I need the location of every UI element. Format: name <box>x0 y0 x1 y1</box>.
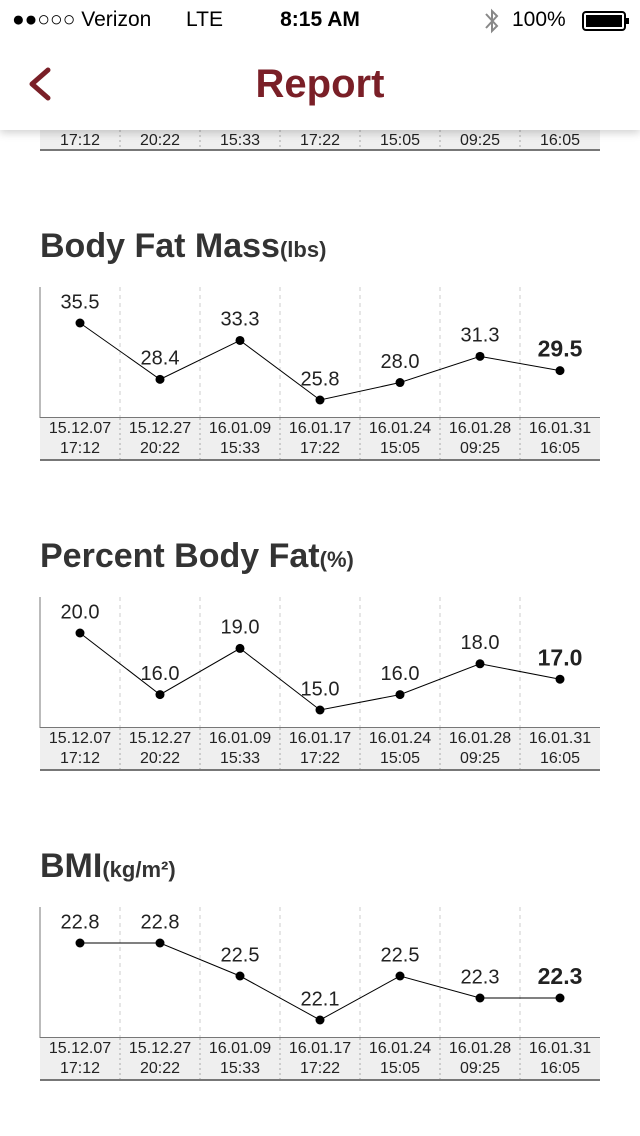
x-tick-label: 16.01.24 15:05 <box>368 1040 432 1077</box>
data-label: 28.4 <box>141 348 180 370</box>
x-tick-label: 16.01.09 15:33 <box>208 1040 272 1077</box>
clock: 8:15 AM <box>280 8 360 31</box>
data-label: 25.8 <box>301 368 340 390</box>
battery-level: 100% <box>512 8 566 31</box>
data-point <box>315 395 325 405</box>
data-label: 29.5 <box>538 336 583 362</box>
x-tick-label: 16.01.17 17:22 <box>288 420 352 457</box>
label-band <box>40 728 600 770</box>
x-tick-label: 16.01.24 15:05 <box>368 730 432 767</box>
chart-title-text: Percent Body Fat <box>40 537 320 575</box>
data-label: 22.3 <box>538 963 583 989</box>
data-label: 15.0 <box>301 678 340 700</box>
bluetooth-icon <box>485 8 499 34</box>
x-tick-label: 15.12.27 20:22 <box>128 420 192 457</box>
x-tick-label: 16.01.24 15:05 <box>368 420 432 457</box>
nav-bar: Report <box>0 40 640 130</box>
x-tick-label: 16.01.31 16:05 <box>528 730 592 767</box>
chart-unit: (kg/m²) <box>102 857 176 882</box>
chart-unit: (%) <box>319 547 354 572</box>
data-point <box>235 643 245 653</box>
network: LTE <box>186 8 223 31</box>
x-tick-label: 16.01.09 15:33 <box>208 420 272 457</box>
data-point <box>475 659 485 669</box>
x-tick-label: 15.12.07 17:12 <box>48 730 112 767</box>
data-point <box>555 366 565 376</box>
data-label: 18.0 <box>461 632 500 654</box>
chart-title-text: Body Fat Mass <box>40 227 280 265</box>
label-band <box>40 418 600 460</box>
data-label: 22.5 <box>221 944 260 966</box>
label-band <box>40 130 600 150</box>
x-tick-label: 16.01.31 16:05 <box>528 1040 592 1077</box>
x-tick-label: 16.01.31 16:05 <box>528 420 592 457</box>
data-point <box>395 971 405 981</box>
data-label: 22.1 <box>301 988 340 1010</box>
data-point <box>555 993 565 1003</box>
back-button[interactable] <box>20 40 80 130</box>
chart-title: BMI(kg/m²) <box>40 847 176 886</box>
x-tick-label: 16.01.09 15:33 <box>208 730 272 767</box>
data-point <box>155 690 165 700</box>
data-label: 35.5 <box>61 291 100 313</box>
data-point <box>475 993 485 1003</box>
time-label: 15:05 <box>379 132 421 149</box>
data-label: 22.5 <box>381 944 420 966</box>
time-label: 09:25 <box>459 132 501 149</box>
chart-title: Percent Body Fat(%) <box>40 537 354 576</box>
data-point <box>155 938 165 948</box>
x-tick-label: 15.12.27 20:22 <box>128 1040 192 1077</box>
data-label: 22.8 <box>61 911 100 933</box>
time-label: 17:22 <box>299 132 341 149</box>
data-point <box>75 938 85 948</box>
data-point <box>555 674 565 684</box>
x-tick-label: 16.01.28 09:25 <box>448 1040 512 1077</box>
data-point <box>235 971 245 981</box>
data-label: 16.0 <box>381 663 420 685</box>
data-label: 28.0 <box>381 351 420 373</box>
chart-unit: (lbs) <box>279 237 327 262</box>
chart-title-text: BMI <box>40 847 103 885</box>
carrier: ●●○○○ Verizon <box>12 8 152 31</box>
x-tick-label: 16.01.28 09:25 <box>448 420 512 457</box>
data-point <box>155 374 165 384</box>
data-point <box>75 628 85 638</box>
status-bar: ●●○○○ Verizon LTE 8:15 AM 100% <box>0 0 640 40</box>
data-point <box>75 318 85 328</box>
chart-title: Body Fat Mass(lbs) <box>40 227 326 266</box>
data-label: 31.3 <box>461 325 500 347</box>
time-label: 17:12 <box>59 132 101 149</box>
x-tick-label: 16.01.28 09:25 <box>448 730 512 767</box>
page-title: Report <box>255 62 385 106</box>
x-tick-label: 16.01.17 17:22 <box>288 1040 352 1077</box>
data-point <box>315 1015 325 1025</box>
x-tick-label: 15.12.07 17:12 <box>48 420 112 457</box>
time-label: 20:22 <box>139 132 181 149</box>
x-tick-label: 16.01.17 17:22 <box>288 730 352 767</box>
data-point <box>395 378 405 388</box>
data-label: 16.0 <box>141 663 180 685</box>
data-label: 20.0 <box>61 601 100 623</box>
data-label: 22.8 <box>141 911 180 933</box>
time-label: 15:33 <box>219 132 261 149</box>
x-tick-label: 15.12.27 20:22 <box>128 730 192 767</box>
battery-icon <box>582 11 629 31</box>
data-point <box>315 705 325 715</box>
data-point <box>475 351 485 361</box>
data-point <box>395 690 405 700</box>
label-band <box>40 1038 600 1080</box>
time-label: 16:05 <box>539 132 581 149</box>
data-label: 33.3 <box>221 309 260 331</box>
x-tick-label: 15.12.07 17:12 <box>48 1040 112 1077</box>
data-label: 17.0 <box>538 644 583 670</box>
data-label: 19.0 <box>221 617 260 639</box>
data-point <box>235 335 245 345</box>
data-label: 22.3 <box>461 966 500 988</box>
